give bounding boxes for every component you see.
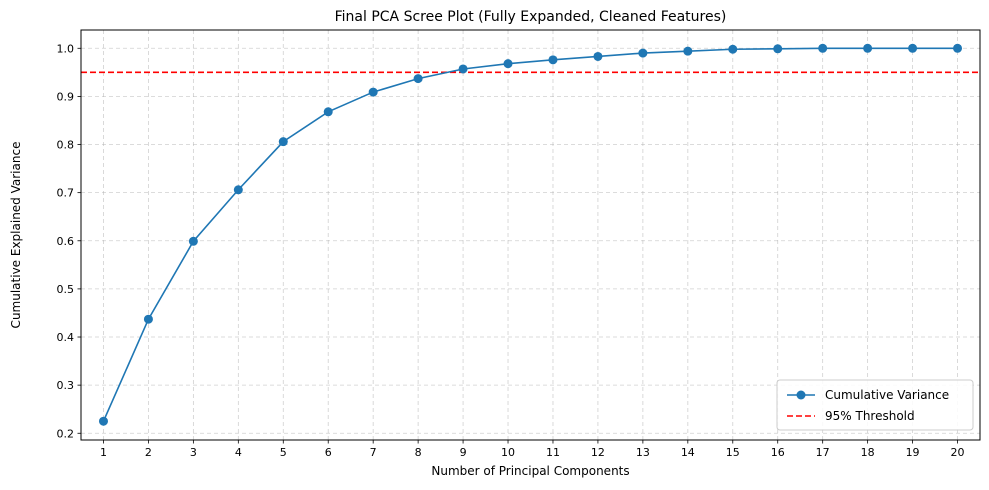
series-layer	[98, 43, 963, 426]
y-tick-label: 1.0	[57, 42, 75, 55]
data-point	[683, 46, 693, 56]
data-point	[368, 87, 378, 97]
y-tick-label: 0.5	[57, 283, 75, 296]
chart-title: Final PCA Scree Plot (Fully Expanded, Cl…	[335, 9, 727, 25]
y-tick-label: 0.8	[57, 139, 75, 152]
x-tick-label: 9	[460, 446, 467, 459]
axes: 1 2 3 4 5 6 7 8 9 10 11 12 13 14 15 16 17 18 19 200.20.30.4…	[57, 42, 965, 459]
x-tick-label: 7	[370, 446, 377, 459]
data-point	[458, 64, 468, 74]
x-tick-label: 8	[415, 446, 422, 459]
data-point	[323, 107, 333, 117]
data-point	[908, 43, 918, 53]
x-tick-label: 15	[726, 446, 740, 459]
x-tick-label: 10	[501, 446, 515, 459]
legend-series-label: Cumulative Variance	[825, 388, 949, 402]
y-axis-title: Cumulative Explained Variance	[9, 142, 23, 329]
x-axis-title: Number of Principal Components	[431, 464, 629, 478]
x-tick-label: 13	[636, 446, 650, 459]
x-tick-label: 5	[280, 446, 287, 459]
y-tick-label: 0.4	[57, 331, 75, 344]
x-tick-label: 12	[591, 446, 605, 459]
x-tick-label: 6	[325, 446, 332, 459]
x-tick-label: 11	[546, 446, 560, 459]
data-point	[188, 236, 198, 246]
data-point	[953, 43, 963, 53]
data-point	[638, 48, 648, 58]
data-point	[503, 59, 513, 69]
data-point	[413, 74, 423, 84]
x-tick-label: 16	[771, 446, 785, 459]
data-point	[818, 43, 828, 53]
series-line	[102, 47, 958, 422]
x-tick-label: 3	[190, 446, 197, 459]
y-tick-label: 0.3	[57, 379, 75, 392]
data-point	[98, 416, 108, 426]
data-point	[278, 137, 288, 147]
x-tick-label: 17	[816, 446, 830, 459]
legend-threshold-label: 95% Threshold	[825, 409, 915, 423]
x-tick-label: 19	[906, 446, 920, 459]
legend-box	[776, 379, 974, 431]
y-tick-label: 0.9	[57, 90, 75, 103]
legend: Cumulative Variance 95% Threshold	[776, 379, 974, 431]
x-tick-label: 14	[681, 446, 695, 459]
x-tick-label: 20	[951, 446, 965, 459]
legend-series-marker	[796, 390, 806, 400]
data-point	[773, 44, 783, 54]
plot-frame	[80, 29, 981, 441]
y-tick-label: 0.7	[57, 187, 75, 200]
data-point	[233, 185, 243, 195]
x-tick-label: 4	[235, 446, 242, 459]
data-point	[548, 55, 558, 65]
y-tick-label: 0.2	[57, 427, 75, 440]
data-point	[143, 314, 153, 324]
data-point	[863, 43, 873, 53]
x-tick-label: 1	[100, 446, 107, 459]
grid	[81, 30, 980, 440]
x-tick-label: 2	[145, 446, 152, 459]
data-point	[728, 44, 738, 54]
x-tick-label: 18	[861, 446, 875, 459]
y-tick-label: 0.6	[57, 235, 75, 248]
data-point	[593, 51, 603, 61]
